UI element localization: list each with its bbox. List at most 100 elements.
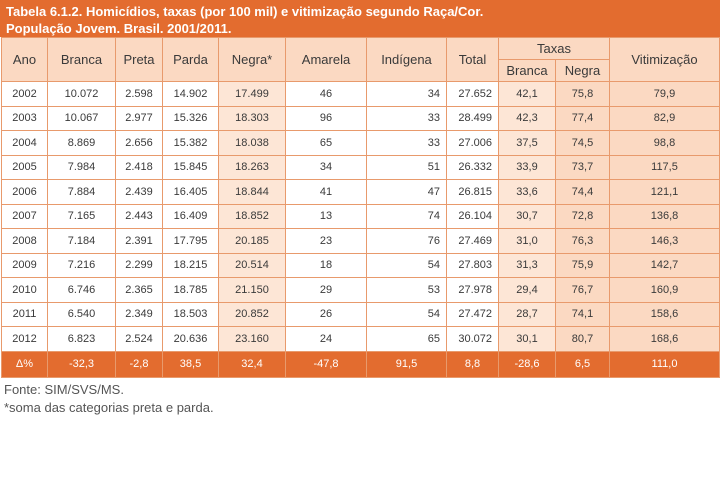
cell-branca: 6.823 <box>47 326 116 352</box>
cell-preta: 2.299 <box>115 252 163 278</box>
table-row: 2012 6.823 2.524 20.636 23.160 24 65 30.072 30,1… <box>1 326 720 352</box>
cell-amarela: 65 <box>285 130 367 156</box>
cell-taxa-branca: 29,4 <box>498 277 556 303</box>
cell-ano: 2007 <box>1 203 48 229</box>
cell-preta: 2.349 <box>115 301 163 327</box>
cell-negra: 18.263 <box>218 154 286 180</box>
cell-indigena: 34 <box>366 81 447 107</box>
cell-parda: 15.326 <box>162 105 219 131</box>
table-row: 2010 6.746 2.365 18.785 21.150 29 53 27.978 29,4… <box>1 277 720 303</box>
delta-cell-taxa-negra: 6,5 <box>555 350 610 378</box>
cell-taxa-negra: 80,7 <box>555 326 610 352</box>
cell-branca: 10.072 <box>47 81 116 107</box>
delta-cell-branca: -32,3 <box>47 350 116 378</box>
cell-ano: 2010 <box>1 277 48 303</box>
header-taxas: Taxas <box>498 37 610 60</box>
cell-indigena: 54 <box>366 301 447 327</box>
cell-taxa-branca: 30,7 <box>498 203 556 229</box>
cell-branca: 7.984 <box>47 154 116 180</box>
cell-negra: 17.499 <box>218 81 286 107</box>
cell-branca: 7.165 <box>47 203 116 229</box>
delta-cell-amarela: -47,8 <box>285 350 367 378</box>
cell-amarela: 46 <box>285 81 367 107</box>
cell-vitimizacao: 146,3 <box>609 228 720 254</box>
cell-taxa-negra: 72,8 <box>555 203 610 229</box>
cell-preta: 2.418 <box>115 154 163 180</box>
cell-indigena: 65 <box>366 326 447 352</box>
cell-taxa-negra: 74,4 <box>555 179 610 205</box>
cell-indigena: 33 <box>366 130 447 156</box>
cell-indigena: 51 <box>366 154 447 180</box>
cell-vitimizacao: 158,6 <box>609 301 720 327</box>
cell-taxa-negra: 75,9 <box>555 252 610 278</box>
cell-taxa-branca: 42,3 <box>498 105 556 131</box>
cell-preta: 2.598 <box>115 81 163 107</box>
cell-amarela: 29 <box>285 277 367 303</box>
table-row: 2002 10.072 2.598 14.902 17.499 46 34 27.652 42,… <box>1 81 720 107</box>
cell-vitimizacao: 98,8 <box>609 130 720 156</box>
cell-ano: 2002 <box>1 81 48 107</box>
cell-taxa-negra: 73,7 <box>555 154 610 180</box>
cell-parda: 17.795 <box>162 228 219 254</box>
cell-amarela: 18 <box>285 252 367 278</box>
cell-taxa-branca: 31,0 <box>498 228 556 254</box>
table-title: Tabela 6.1.2. Homicídios, taxas (por 100… <box>0 0 720 37</box>
cell-amarela: 41 <box>285 179 367 205</box>
cell-parda: 18.503 <box>162 301 219 327</box>
cell-total: 27.652 <box>446 81 499 107</box>
cell-ano: 2004 <box>1 130 48 156</box>
footnotes: Fonte: SIM/SVS/MS. *soma das categorias … <box>0 381 720 417</box>
cell-total: 27.472 <box>446 301 499 327</box>
header-negra: Negra* <box>218 37 286 82</box>
cell-taxa-negra: 76,3 <box>555 228 610 254</box>
header-taxa-negra: Negra <box>555 59 610 82</box>
cell-indigena: 33 <box>366 105 447 131</box>
cell-taxa-branca: 33,6 <box>498 179 556 205</box>
cell-amarela: 13 <box>285 203 367 229</box>
cell-amarela: 96 <box>285 105 367 131</box>
cell-vitimizacao: 136,8 <box>609 203 720 229</box>
cell-total: 27.006 <box>446 130 499 156</box>
cell-negra: 18.038 <box>218 130 286 156</box>
delta-cell-total: 8,8 <box>446 350 499 378</box>
cell-vitimizacao: 82,9 <box>609 105 720 131</box>
cell-preta: 2.977 <box>115 105 163 131</box>
cell-taxa-branca: 37,5 <box>498 130 556 156</box>
cell-amarela: 34 <box>285 154 367 180</box>
cell-taxa-negra: 74,5 <box>555 130 610 156</box>
cell-total: 27.469 <box>446 228 499 254</box>
delta-row: Δ% -32,3 -2,8 38,5 32,4 -47,8 91,5 8,8 -28,6 6,5 1… <box>1 350 720 378</box>
table-row: 2011 6.540 2.349 18.503 20.852 26 54 27.472 28,7… <box>1 301 720 327</box>
cell-total: 26.332 <box>446 154 499 180</box>
cell-negra: 23.160 <box>218 326 286 352</box>
delta-cell-vitimizacao: 111,0 <box>609 350 720 378</box>
cell-vitimizacao: 121,1 <box>609 179 720 205</box>
table-row: 2008 7.184 2.391 17.795 20.185 23 76 27.469 31,0… <box>1 228 720 254</box>
cell-preta: 2.443 <box>115 203 163 229</box>
table-row: 2007 7.165 2.443 16.409 18.852 13 74 26.104 30,7… <box>1 203 720 229</box>
cell-preta: 2.656 <box>115 130 163 156</box>
cell-total: 30.072 <box>446 326 499 352</box>
cell-total: 26.815 <box>446 179 499 205</box>
cell-parda: 15.845 <box>162 154 219 180</box>
cell-branca: 7.884 <box>47 179 116 205</box>
cell-branca: 8.869 <box>47 130 116 156</box>
cell-negra: 21.150 <box>218 277 286 303</box>
cell-taxa-branca: 30,1 <box>498 326 556 352</box>
cell-parda: 15.382 <box>162 130 219 156</box>
cell-ano: 2003 <box>1 105 48 131</box>
cell-taxa-negra: 76,7 <box>555 277 610 303</box>
cell-indigena: 76 <box>366 228 447 254</box>
cell-branca: 6.746 <box>47 277 116 303</box>
cell-taxa-branca: 28,7 <box>498 301 556 327</box>
cell-ano: 2012 <box>1 326 48 352</box>
delta-cell-ano: Δ% <box>1 350 48 378</box>
cell-branca: 6.540 <box>47 301 116 327</box>
header-vitimizacao: Vitimização <box>609 37 720 82</box>
header-parda: Parda <box>162 37 219 82</box>
cell-branca: 7.184 <box>47 228 116 254</box>
cell-vitimizacao: 79,9 <box>609 81 720 107</box>
delta-cell-parda: 38,5 <box>162 350 219 378</box>
delta-cell-negra: 32,4 <box>218 350 286 378</box>
cell-total: 27.978 <box>446 277 499 303</box>
